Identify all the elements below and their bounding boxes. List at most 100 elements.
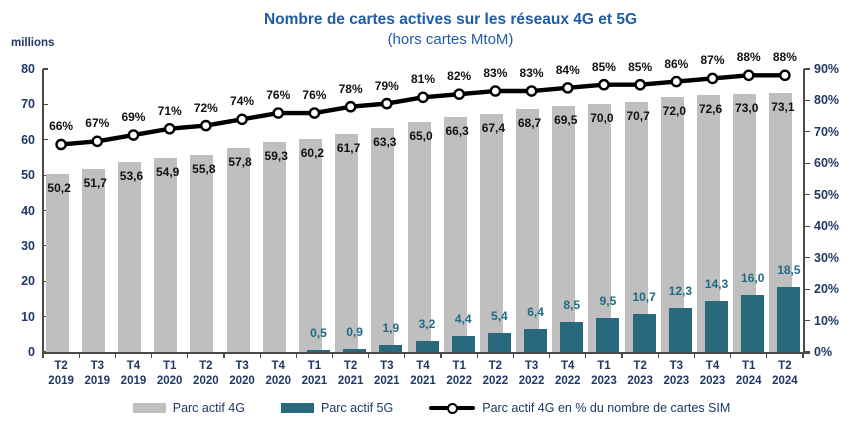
bar-4g xyxy=(298,139,322,352)
percent-label: 76% xyxy=(302,88,327,103)
right-axis-tick-label: 60% xyxy=(814,156,840,171)
percent-label: 86% xyxy=(664,56,689,71)
x-axis-tick xyxy=(730,353,732,358)
right-axis-tick xyxy=(804,351,810,353)
bar-4g xyxy=(335,133,359,352)
right-axis-tick-label: 80% xyxy=(814,93,840,108)
x-axis-tick xyxy=(621,353,623,358)
x-axis-tick xyxy=(150,353,153,358)
legend-item-line: Parc actif 4G en % du nombre de cartes S… xyxy=(429,401,730,415)
bar-5g xyxy=(777,286,801,352)
percent-label: 85% xyxy=(628,59,653,74)
percent-label: 71% xyxy=(157,103,182,118)
bar-4g xyxy=(226,147,250,352)
percent-label: 84% xyxy=(555,62,580,77)
right-axis-tick xyxy=(804,131,810,133)
bar-4g xyxy=(407,122,431,352)
chart-title-block: Nombre de cartes actives sur les réseaux… xyxy=(19,10,863,50)
x-axis-category-label: T3 2021 xyxy=(374,360,400,387)
left-axis-tick-label: 40 xyxy=(21,203,35,218)
x-axis-category-label: T3 2020 xyxy=(229,360,255,387)
bar-5g xyxy=(415,340,439,352)
x-axis-tick xyxy=(404,353,406,358)
x-axis-tick xyxy=(657,353,659,358)
legend-item-4g: Parc actif 4G xyxy=(132,401,245,415)
legend: Parc actif 4G Parc actif 5G Parc actif 4… xyxy=(0,401,863,415)
bar-4g xyxy=(371,128,395,352)
percent-label: 81% xyxy=(410,72,436,87)
bar-4g xyxy=(117,162,141,352)
legend-label-4g: Parc actif 4G xyxy=(172,401,245,415)
percent-label: 87% xyxy=(700,53,725,68)
bar-5g xyxy=(343,348,367,352)
left-axis-line xyxy=(42,69,44,353)
trend-marker-icon xyxy=(670,75,683,88)
x-axis-tick xyxy=(802,353,804,358)
right-axis-tick-label: 30% xyxy=(814,250,840,265)
percent-label: 66% xyxy=(49,119,74,134)
trend-marker-icon xyxy=(272,107,285,119)
trend-marker-icon xyxy=(163,122,176,135)
bar-label-4g: 70,7 xyxy=(626,108,650,123)
trend-line-svg xyxy=(55,69,791,151)
bar-label-5g: 14,3 xyxy=(704,277,729,292)
right-axis-tick-label: 70% xyxy=(814,124,840,139)
right-axis-tick xyxy=(804,257,810,259)
bar-label-4g: 68,7 xyxy=(517,115,542,130)
bar-label-4g: 53,6 xyxy=(119,169,144,184)
percent-label: 72% xyxy=(193,100,218,115)
x-axis-category-label: T2 2020 xyxy=(193,360,219,387)
right-axis-tick-label: 10% xyxy=(814,313,840,328)
right-axis-tick xyxy=(804,99,810,102)
bar-label-4g: 60,2 xyxy=(300,146,325,161)
bar-4g xyxy=(660,97,684,352)
legend-swatch-4g-icon xyxy=(132,403,166,413)
trend-marker-icon xyxy=(742,69,755,82)
bar-label-4g: 65,0 xyxy=(409,129,433,144)
x-axis-category-label: T2 2023 xyxy=(627,360,653,387)
trend-marker-icon xyxy=(91,135,104,148)
left-axis-tick-label: 20 xyxy=(21,274,35,289)
right-axis-tick xyxy=(804,288,810,290)
bar-label-4g: 67,4 xyxy=(481,120,506,135)
bar-label-4g: 63,3 xyxy=(373,135,397,150)
trend-marker-icon xyxy=(381,97,393,110)
left-axis-tick-label: 70 xyxy=(21,97,35,112)
x-axis-tick xyxy=(42,353,44,358)
right-axis-tick-label: 90% xyxy=(814,62,840,76)
trend-marker-icon xyxy=(344,100,357,113)
x-axis-category-label: T4 2020 xyxy=(265,360,292,387)
x-axis-tick xyxy=(512,353,515,358)
percent-label: 69% xyxy=(121,110,146,125)
right-axis-tick-label: 50% xyxy=(814,187,840,202)
right-axis-tick xyxy=(804,162,810,164)
bar-5g xyxy=(379,345,403,352)
bar-4g xyxy=(479,113,503,352)
bar-4g xyxy=(588,104,612,352)
left-axis-tick xyxy=(43,316,48,318)
percent-label: 74% xyxy=(230,94,255,109)
left-axis-tick xyxy=(43,68,48,70)
x-axis-tick xyxy=(440,353,442,358)
right-axis-tick xyxy=(804,68,810,70)
bar-label-5g: 4,4 xyxy=(454,312,472,327)
trend-marker-icon xyxy=(779,69,791,82)
right-axis-tick xyxy=(804,319,810,322)
x-axis-category-label: T4 2019 xyxy=(120,360,147,387)
bar-label-4g: 66,3 xyxy=(445,124,469,139)
bar-label-5g: 0,9 xyxy=(346,324,363,339)
percent-label: 76% xyxy=(266,88,291,103)
percent-label: 79% xyxy=(374,78,399,93)
trend-marker-icon xyxy=(127,129,140,141)
x-axis-category-label: T1 2024 xyxy=(735,360,762,387)
percent-label: 83% xyxy=(519,66,544,81)
bar-4g xyxy=(697,95,721,352)
bar-label-5g: 9,5 xyxy=(599,294,617,309)
bar-4g xyxy=(516,108,540,352)
bar-label-4g: 69,5 xyxy=(554,113,578,128)
x-axis-category-label: T3 2022 xyxy=(518,360,545,387)
legend-label-line: Parc actif 4G en % du nombre de cartes S… xyxy=(482,401,731,415)
chart-subtitle: (hors cartes MtoM) xyxy=(387,31,514,48)
percent-label: 67% xyxy=(85,116,110,131)
